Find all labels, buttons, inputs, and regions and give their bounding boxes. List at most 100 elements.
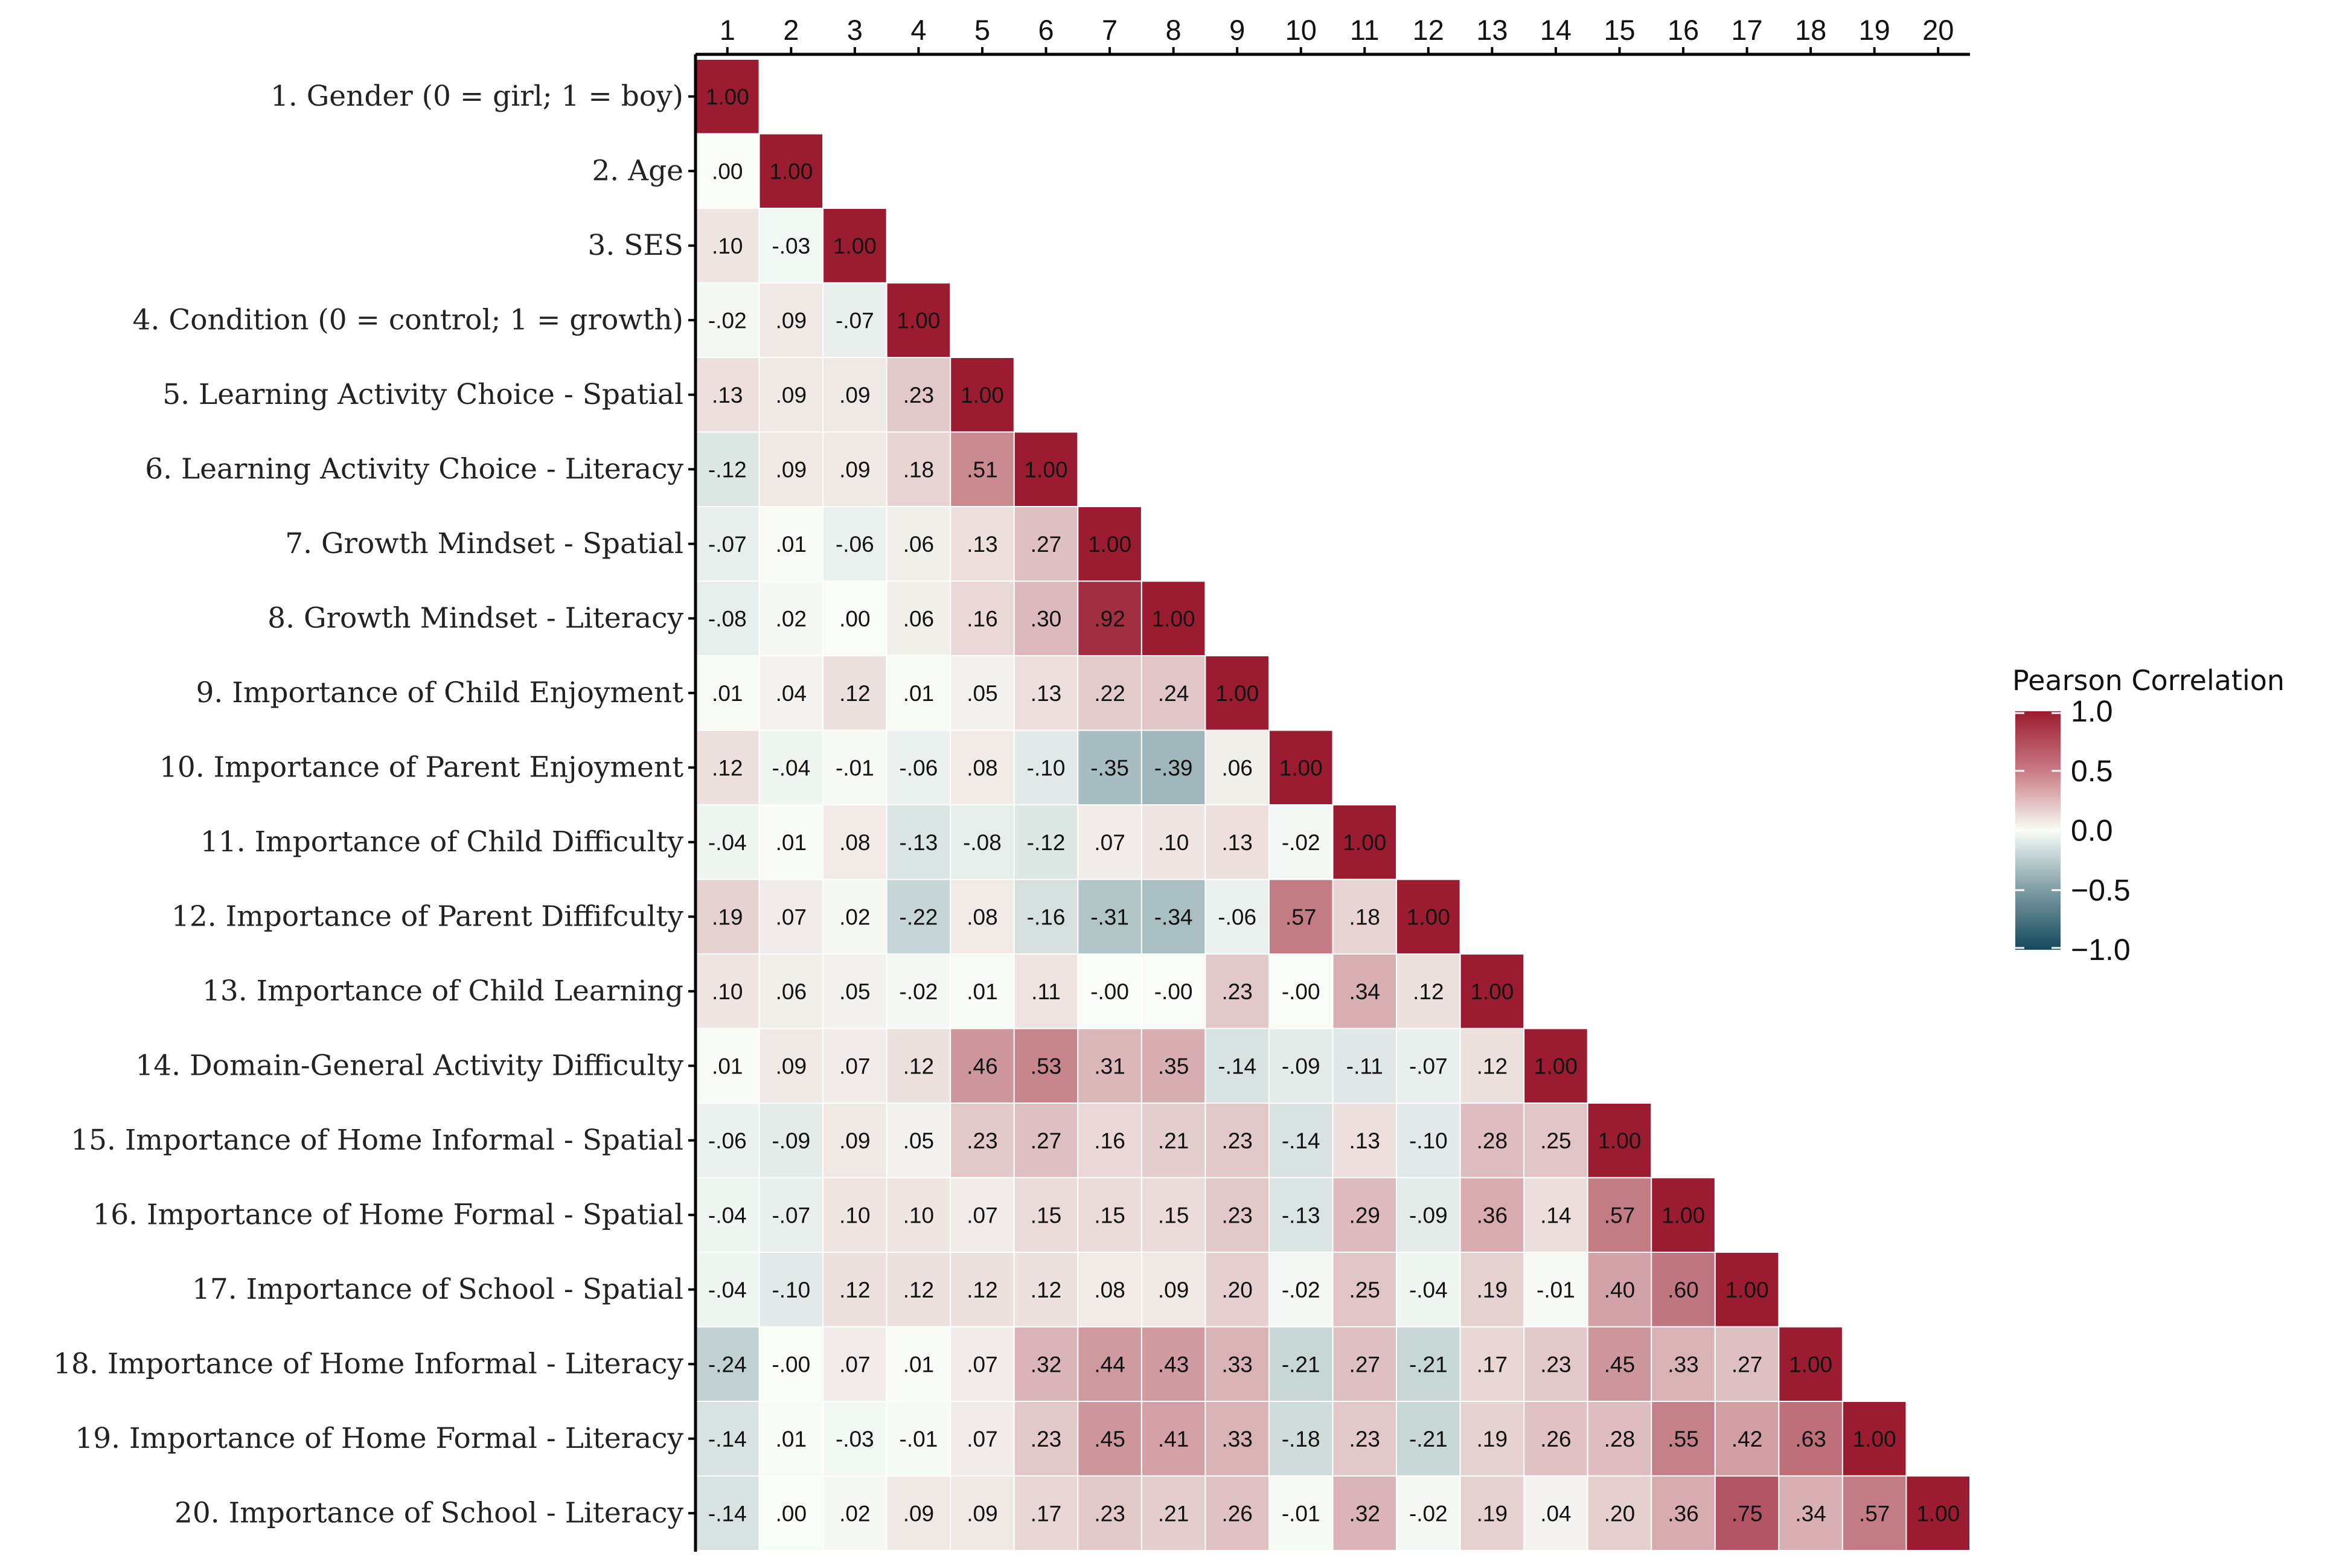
cell-value-r11-c11: 1.00 (1343, 830, 1386, 855)
column-label-14: 14 (1540, 14, 1572, 46)
heatmap-cell-r13-c4 (886, 953, 951, 1029)
heatmap-cell-r17-c12 (1396, 1252, 1461, 1328)
heatmap-cell-r20-c4 (886, 1475, 951, 1551)
cell-value-r19-c1: -.14 (708, 1427, 747, 1451)
cell-value-r5-c2: .09 (776, 383, 807, 408)
cell-value-r20-c2: .00 (776, 1501, 807, 1526)
heatmap-cell-r15-c13 (1459, 1102, 1525, 1179)
heatmap-cell-r13-c9 (1204, 953, 1270, 1029)
heatmap-cell-r7-c6 (1013, 506, 1079, 582)
cell-value-r18-c9: .33 (1221, 1352, 1252, 1377)
column-label-15: 15 (1604, 14, 1635, 46)
cell-value-r7-c6: .27 (1031, 532, 1061, 557)
heatmap-cell-r16-c7 (1077, 1177, 1142, 1253)
cell-value-r14-c3: .07 (839, 1054, 870, 1078)
cell-value-r12-c2: .07 (776, 904, 807, 929)
heatmap-cell-r12-c8 (1140, 878, 1206, 955)
cell-value-r11-c3: .08 (839, 830, 870, 855)
heatmap-cell-r18-c13 (1459, 1326, 1525, 1402)
cell-value-r17-c17: 1.00 (1725, 1278, 1769, 1302)
cell-value-r17-c10: -.02 (1282, 1278, 1320, 1302)
cell-value-r20-c7: .23 (1094, 1501, 1125, 1526)
heatmap-cell-r18-c4 (886, 1326, 951, 1402)
cell-value-r20-c1: -.14 (708, 1501, 747, 1526)
cell-value-r20-c9: .26 (1221, 1501, 1252, 1526)
cell-value-r19-c10: -.18 (1282, 1427, 1320, 1451)
cell-value-r8-c3: .00 (839, 606, 870, 631)
heatmap-cell-r14-c12 (1396, 1028, 1461, 1104)
cell-value-r18-c2: -.00 (772, 1352, 810, 1377)
heatmap-cell-r5-c4 (886, 357, 951, 433)
heatmap-cell-r18-c11 (1332, 1326, 1398, 1402)
cell-value-r14-c5: .46 (967, 1054, 997, 1078)
cell-value-r15-c8: .21 (1158, 1128, 1189, 1153)
cell-value-r20-c11: .32 (1349, 1501, 1380, 1526)
heatmap-cell-r19-c6 (1013, 1401, 1079, 1477)
cell-value-r10-c7: -.35 (1090, 755, 1129, 780)
heatmap-cell-r8-c1 (695, 580, 760, 656)
heatmap-cell-r10-c2 (758, 729, 824, 805)
cell-value-r12-c7: -.31 (1090, 904, 1129, 929)
heatmap-cell-r20-c5 (950, 1475, 1015, 1551)
heatmap-cell-r11-c4 (886, 804, 951, 880)
cell-value-r19-c9: .33 (1221, 1427, 1252, 1451)
heatmap-cell-r17-c3 (822, 1252, 887, 1328)
cell-value-r11-c9: .13 (1221, 830, 1252, 855)
cell-value-r13-c12: .12 (1413, 979, 1444, 1004)
heatmap-cell-r17-c2 (758, 1252, 824, 1328)
heatmap-cell-r18-c10 (1268, 1326, 1334, 1402)
cell-value-r20-c19: .57 (1859, 1501, 1890, 1526)
cell-value-r3-c1: .10 (712, 234, 743, 258)
heatmap-cell-r12-c9 (1204, 878, 1270, 955)
cell-value-r4-c3: -.07 (836, 308, 874, 333)
cell-value-r4-c4: 1.00 (897, 308, 940, 333)
row-label-10: 10. Importance of Parent Enjoyment (159, 750, 683, 784)
heatmap-cell-r7-c1 (695, 506, 760, 582)
cell-value-r14-c11: -.11 (1346, 1054, 1383, 1078)
cell-value-r17-c9: .20 (1221, 1278, 1252, 1302)
cell-value-r10-c4: -.06 (900, 755, 938, 780)
heatmap-cell-r4-c4 (886, 282, 951, 358)
heatmap-cell-r1-c1 (695, 59, 760, 135)
cell-value-r14-c2: .09 (776, 1054, 807, 1078)
heatmap-cell-r14-c7 (1077, 1028, 1142, 1104)
cell-value-r15-c12: -.10 (1409, 1128, 1448, 1153)
column-labels: 1 2 3 4 5 6 7 8 9 10 11 12 13 14 15 16 17 18 19 20 (720, 14, 1954, 54)
cell-value-r15-c15: 1.00 (1597, 1128, 1641, 1153)
cell-value-r18-c10: -.21 (1282, 1352, 1320, 1377)
cell-value-r11-c10: -.02 (1282, 830, 1320, 855)
cell-value-r12-c12: 1.00 (1407, 904, 1450, 929)
heatmap-cell-r9-c7 (1077, 655, 1142, 731)
heatmap-cell-r18-c9 (1204, 1326, 1270, 1402)
heatmap-cell-r3-c3 (822, 208, 887, 284)
heatmap-cell-r12-c12 (1396, 878, 1461, 955)
heatmap-cell-r17-c6 (1013, 1252, 1079, 1328)
heatmap-cell-r20-c10 (1268, 1475, 1334, 1551)
cell-value-r16-c13: .36 (1477, 1203, 1508, 1227)
heatmap-cell-r17-c16 (1651, 1252, 1716, 1328)
heatmap-cell-r20-c12 (1396, 1475, 1461, 1551)
heatmap-cell-r16-c8 (1140, 1177, 1206, 1253)
cell-value-r19-c18: .63 (1795, 1427, 1826, 1451)
cell-value-r10-c1: .12 (712, 755, 743, 780)
heatmap-cell-r18-c15 (1587, 1326, 1652, 1402)
cell-value-r19-c16: .55 (1668, 1427, 1698, 1451)
heatmap-cell-r14-c3 (822, 1028, 887, 1104)
cell-value-r7-c3: -.06 (836, 532, 874, 557)
column-label-12: 12 (1413, 14, 1444, 46)
heatmap-cell-r20-c1 (695, 1475, 760, 1551)
heatmap-cell-r15-c14 (1523, 1102, 1588, 1179)
heatmap-cell-r13-c6 (1013, 953, 1079, 1029)
cell-value-r19-c5: .07 (967, 1427, 997, 1451)
cell-value-r20-c6: .17 (1031, 1501, 1061, 1526)
column-label-2: 2 (783, 14, 799, 46)
cell-value-r12-c9: -.06 (1218, 904, 1256, 929)
cell-value-r19-c17: .42 (1732, 1427, 1762, 1451)
cell-value-r15-c7: .16 (1094, 1128, 1125, 1153)
cell-value-r14-c13: .12 (1477, 1054, 1508, 1078)
heatmap-cell-r2-c1 (695, 133, 760, 209)
row-label-18: 18. Importance of Home Informal - Litera… (53, 1347, 683, 1380)
heatmap-cell-r12-c1 (695, 878, 760, 955)
cell-value-r17-c5: .12 (967, 1278, 997, 1302)
heatmap-cell-r10-c4 (886, 729, 951, 805)
